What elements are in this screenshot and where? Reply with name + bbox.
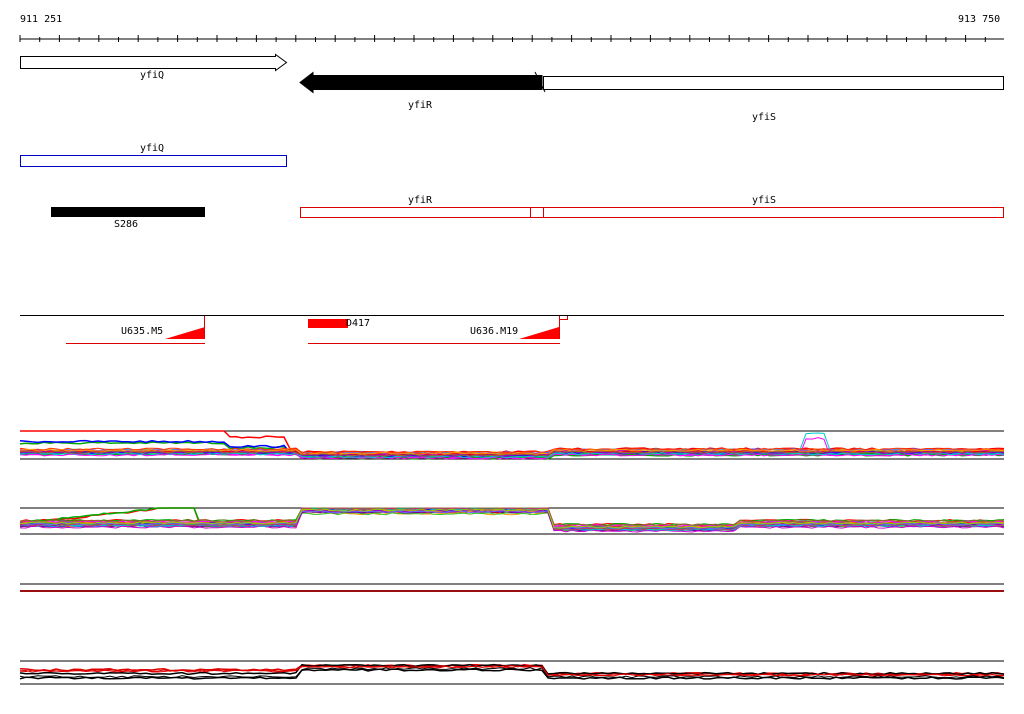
transcript-label-yfis: yfiS	[752, 195, 777, 206]
feature-track	[20, 315, 1004, 344]
ruler	[19, 35, 1004, 42]
signal-track-2	[19, 507, 1005, 535]
feature-label-s286: S286	[114, 219, 139, 230]
gene-arrow-yfiq[interactable]	[20, 53, 288, 72]
feature-label-d417: D417	[346, 318, 371, 329]
transcript-linker	[530, 207, 544, 218]
transcript-label-yfiq: yfiQ	[140, 143, 165, 154]
feature-label-u635: U635.M5	[121, 326, 164, 337]
feature-label-u636: U636.M19	[470, 326, 519, 337]
signal-track-1	[19, 430, 1005, 460]
gene-label-yfir: yfiR	[408, 100, 433, 111]
coordinate-end: 913 750	[958, 14, 1001, 25]
transcript-label-yfir: yfiR	[408, 195, 433, 206]
feature-s286-bar[interactable]	[51, 207, 205, 217]
transcript-group-red	[300, 207, 1004, 218]
signal-tracks	[19, 430, 1005, 685]
gene-label-yfis: yfiS	[752, 112, 777, 123]
gene-arrow-yfir[interactable]	[299, 71, 543, 94]
gene-label-yfiq: yfiQ	[140, 70, 165, 81]
signal-track-3	[20, 583, 1004, 592]
gene-track	[20, 53, 1004, 94]
coordinate-start: 911 251	[20, 14, 63, 25]
feature-u636-wedge[interactable]	[519, 327, 559, 339]
transcript-yfiq[interactable]	[20, 155, 287, 167]
feature-d417-bar[interactable]	[308, 319, 348, 328]
transcript-yfir[interactable]	[300, 207, 531, 218]
gene-arrow-yfis[interactable]	[543, 76, 1004, 90]
signal-track-4	[19, 660, 1005, 685]
feature-u635-wedge[interactable]	[165, 327, 205, 339]
transcript-yfis[interactable]	[543, 207, 1004, 218]
